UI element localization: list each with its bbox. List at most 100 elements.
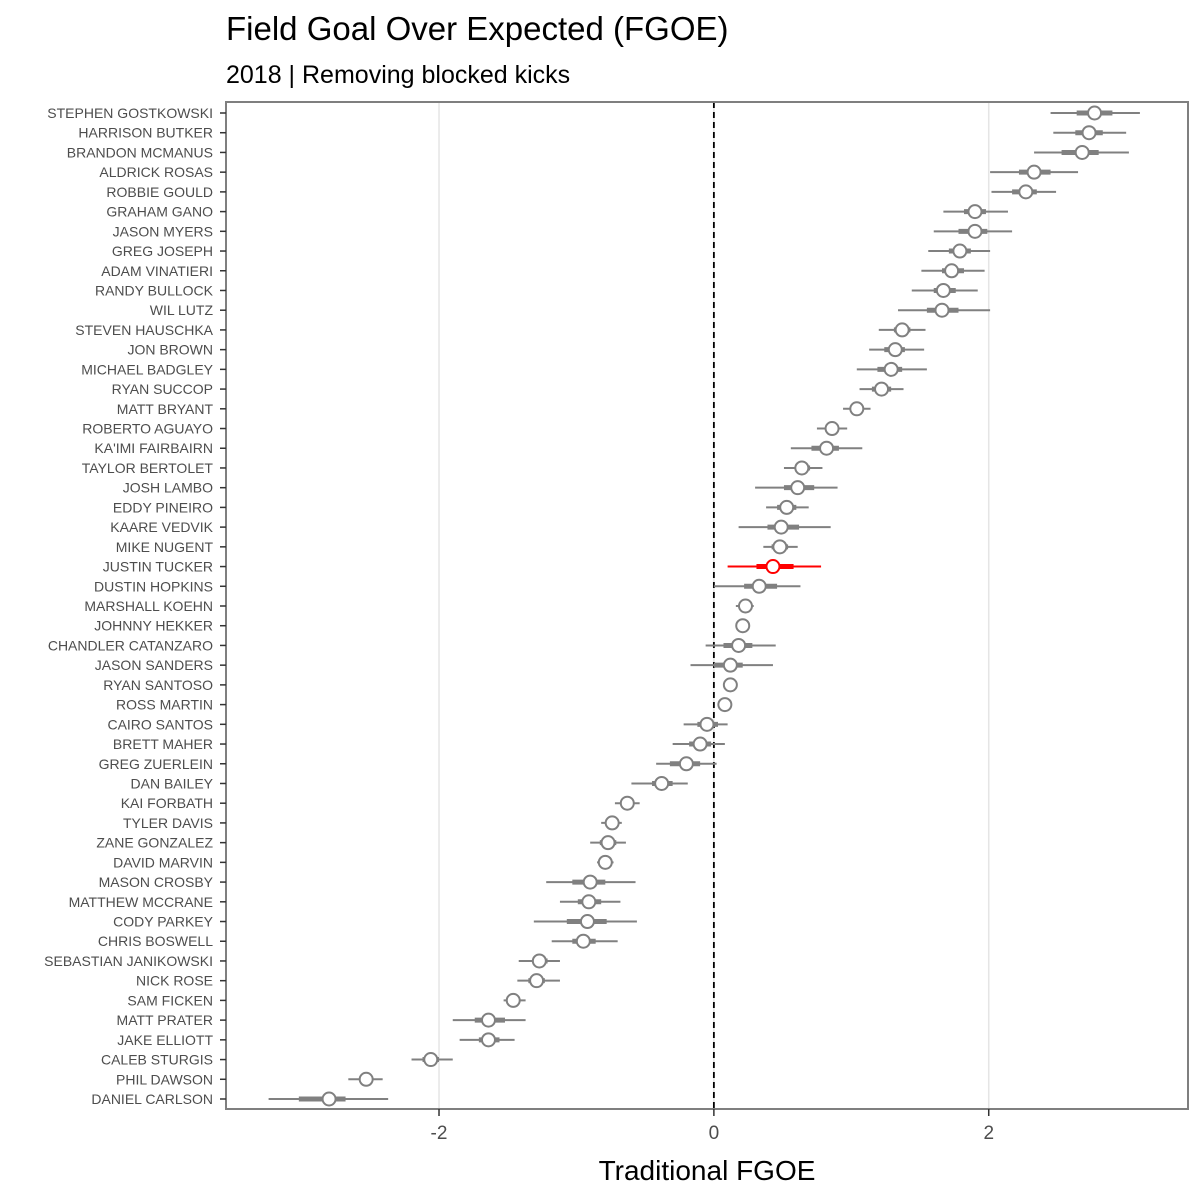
point-estimate bbox=[579, 914, 595, 930]
point-estimate bbox=[967, 223, 983, 239]
point-estimate bbox=[722, 657, 738, 673]
point-estimate bbox=[480, 1032, 496, 1048]
y-tick-label: EDDY PINEIRO bbox=[113, 499, 213, 515]
point-estimate bbox=[619, 795, 635, 811]
y-tick-label: RYAN SUCCOP bbox=[112, 381, 213, 397]
point-estimate bbox=[819, 440, 835, 456]
point-estimate bbox=[678, 756, 694, 772]
y-tick-label: JOHNNY HEKKER bbox=[94, 618, 213, 634]
y-tick-label: ROSS MARTIN bbox=[116, 697, 213, 713]
point-estimate bbox=[692, 736, 708, 752]
point-estimate bbox=[874, 381, 890, 397]
y-tick-label: NICK ROSE bbox=[136, 973, 213, 989]
y-tick-label: RYAN SANTOSO bbox=[103, 677, 213, 693]
point-estimate bbox=[883, 361, 899, 377]
y-tick-label: DANIEL CARLSON bbox=[91, 1091, 213, 1107]
point-estimate bbox=[794, 460, 810, 476]
point-estimate bbox=[1026, 164, 1042, 180]
y-tick-label: HARRISON BUTKER bbox=[78, 125, 213, 141]
point-estimate bbox=[935, 282, 951, 298]
y-tick-label: MICHAEL BADGLEY bbox=[81, 361, 213, 377]
x-tick-label: -2 bbox=[431, 1123, 448, 1144]
y-tick-label: RANDY BULLOCK bbox=[95, 282, 214, 298]
y-tick-label: GREG ZUERLEIN bbox=[99, 756, 213, 772]
point-estimate bbox=[790, 480, 806, 496]
point-estimate bbox=[1087, 105, 1103, 121]
y-tick-label: CODY PARKEY bbox=[113, 914, 214, 930]
y-tick-label: JASON MYERS bbox=[113, 223, 213, 239]
point-estimate bbox=[321, 1091, 337, 1107]
chart-title: Field Goal Over Expected (FGOE) bbox=[226, 10, 729, 47]
point-estimate bbox=[699, 716, 715, 732]
point-estimate bbox=[731, 637, 747, 653]
x-axis-label: Traditional FGOE bbox=[599, 1155, 816, 1186]
plot-background bbox=[226, 102, 1188, 1109]
y-tick-label: ROBERTO AGUAYO bbox=[82, 421, 213, 437]
point-estimate bbox=[1081, 125, 1097, 141]
y-tick-label: JAKE ELLIOTT bbox=[117, 1032, 213, 1048]
y-tick-label: ADAM VINATIERI bbox=[101, 263, 213, 279]
y-tick-label: ALDRICK ROSAS bbox=[99, 164, 213, 180]
point-estimate bbox=[505, 992, 521, 1008]
y-tick-label: MATT PRATER bbox=[117, 1012, 213, 1028]
y-tick-label: STEVEN HAUSCHKA bbox=[75, 322, 213, 338]
point-estimate bbox=[529, 973, 545, 989]
point-estimate bbox=[894, 322, 910, 338]
y-tick-label: TAYLOR BERTOLET bbox=[82, 460, 214, 476]
point-estimate bbox=[751, 578, 767, 594]
point-estimate bbox=[722, 677, 738, 693]
y-tick-label: JOSH LAMBO bbox=[123, 480, 213, 496]
x-axis: -2 0 2 bbox=[431, 1109, 994, 1144]
chart-subtitle: 2018 | Removing blocked kicks bbox=[226, 61, 570, 89]
y-tick-label: KAARE VEDVIK bbox=[110, 519, 213, 535]
y-tick-label: JON BROWN bbox=[127, 342, 213, 358]
y-tick-label: MATT BRYANT bbox=[117, 401, 214, 417]
point-estimate bbox=[887, 342, 903, 358]
point-estimate bbox=[423, 1052, 439, 1068]
point-estimate bbox=[934, 302, 950, 318]
y-tick-label: DAVID MARVIN bbox=[113, 854, 213, 870]
point-estimate bbox=[604, 815, 620, 831]
y-tick-label: DAN BAILEY bbox=[131, 775, 214, 791]
point-estimate bbox=[717, 697, 733, 713]
point-estimate bbox=[358, 1071, 374, 1087]
y-tick-label: WIL LUTZ bbox=[150, 302, 214, 318]
point-estimate bbox=[737, 598, 753, 614]
point-estimate bbox=[531, 953, 547, 969]
point-estimate bbox=[944, 263, 960, 279]
point-estimate bbox=[575, 933, 591, 949]
point-estimate bbox=[967, 204, 983, 220]
point-estimate bbox=[824, 421, 840, 437]
y-tick-label: ROBBIE GOULD bbox=[106, 184, 213, 200]
y-tick-label: BRANDON MCMANUS bbox=[67, 144, 213, 160]
y-tick-label: JASON SANDERS bbox=[95, 657, 213, 673]
y-tick-label: GREG JOSEPH bbox=[112, 243, 213, 259]
y-tick-label: CALEB STURGIS bbox=[101, 1052, 213, 1068]
y-tick-label: KA'IMI FAIRBAIRN bbox=[94, 440, 213, 456]
y-tick-label: SEBASTIAN JANIKOWSKI bbox=[44, 953, 213, 969]
x-tick-label: 2 bbox=[983, 1123, 994, 1144]
point-estimate bbox=[1074, 144, 1090, 160]
y-tick-label: PHIL DAWSON bbox=[116, 1071, 213, 1087]
y-tick-label: KAI FORBATH bbox=[121, 795, 213, 811]
y-tick-label: JUSTIN TUCKER bbox=[103, 559, 213, 575]
point-estimate bbox=[779, 499, 795, 515]
point-estimate bbox=[773, 519, 789, 535]
y-tick-label: CHRIS BOSWELL bbox=[98, 933, 213, 949]
y-tick-label: CHANDLER CATANZARO bbox=[48, 637, 213, 653]
y-tick-label: MIKE NUGENT bbox=[116, 539, 214, 555]
point-estimate bbox=[772, 539, 788, 555]
point-estimate bbox=[765, 559, 781, 575]
point-intervals bbox=[268, 105, 1140, 1107]
point-estimate bbox=[654, 775, 670, 791]
y-tick-label: MASON CROSBY bbox=[99, 874, 214, 890]
point-estimate bbox=[849, 401, 865, 417]
y-tick-label: BRETT MAHER bbox=[113, 736, 213, 752]
y-tick-label: DUSTIN HOPKINS bbox=[94, 578, 213, 594]
point-estimate bbox=[480, 1012, 496, 1028]
y-tick-label: GRAHAM GANO bbox=[106, 204, 213, 220]
y-tick-label: MARSHALL KOEHN bbox=[84, 598, 213, 614]
y-tick-label: TYLER DAVIS bbox=[123, 815, 213, 831]
y-tick-label: CAIRO SANTOS bbox=[107, 716, 213, 732]
